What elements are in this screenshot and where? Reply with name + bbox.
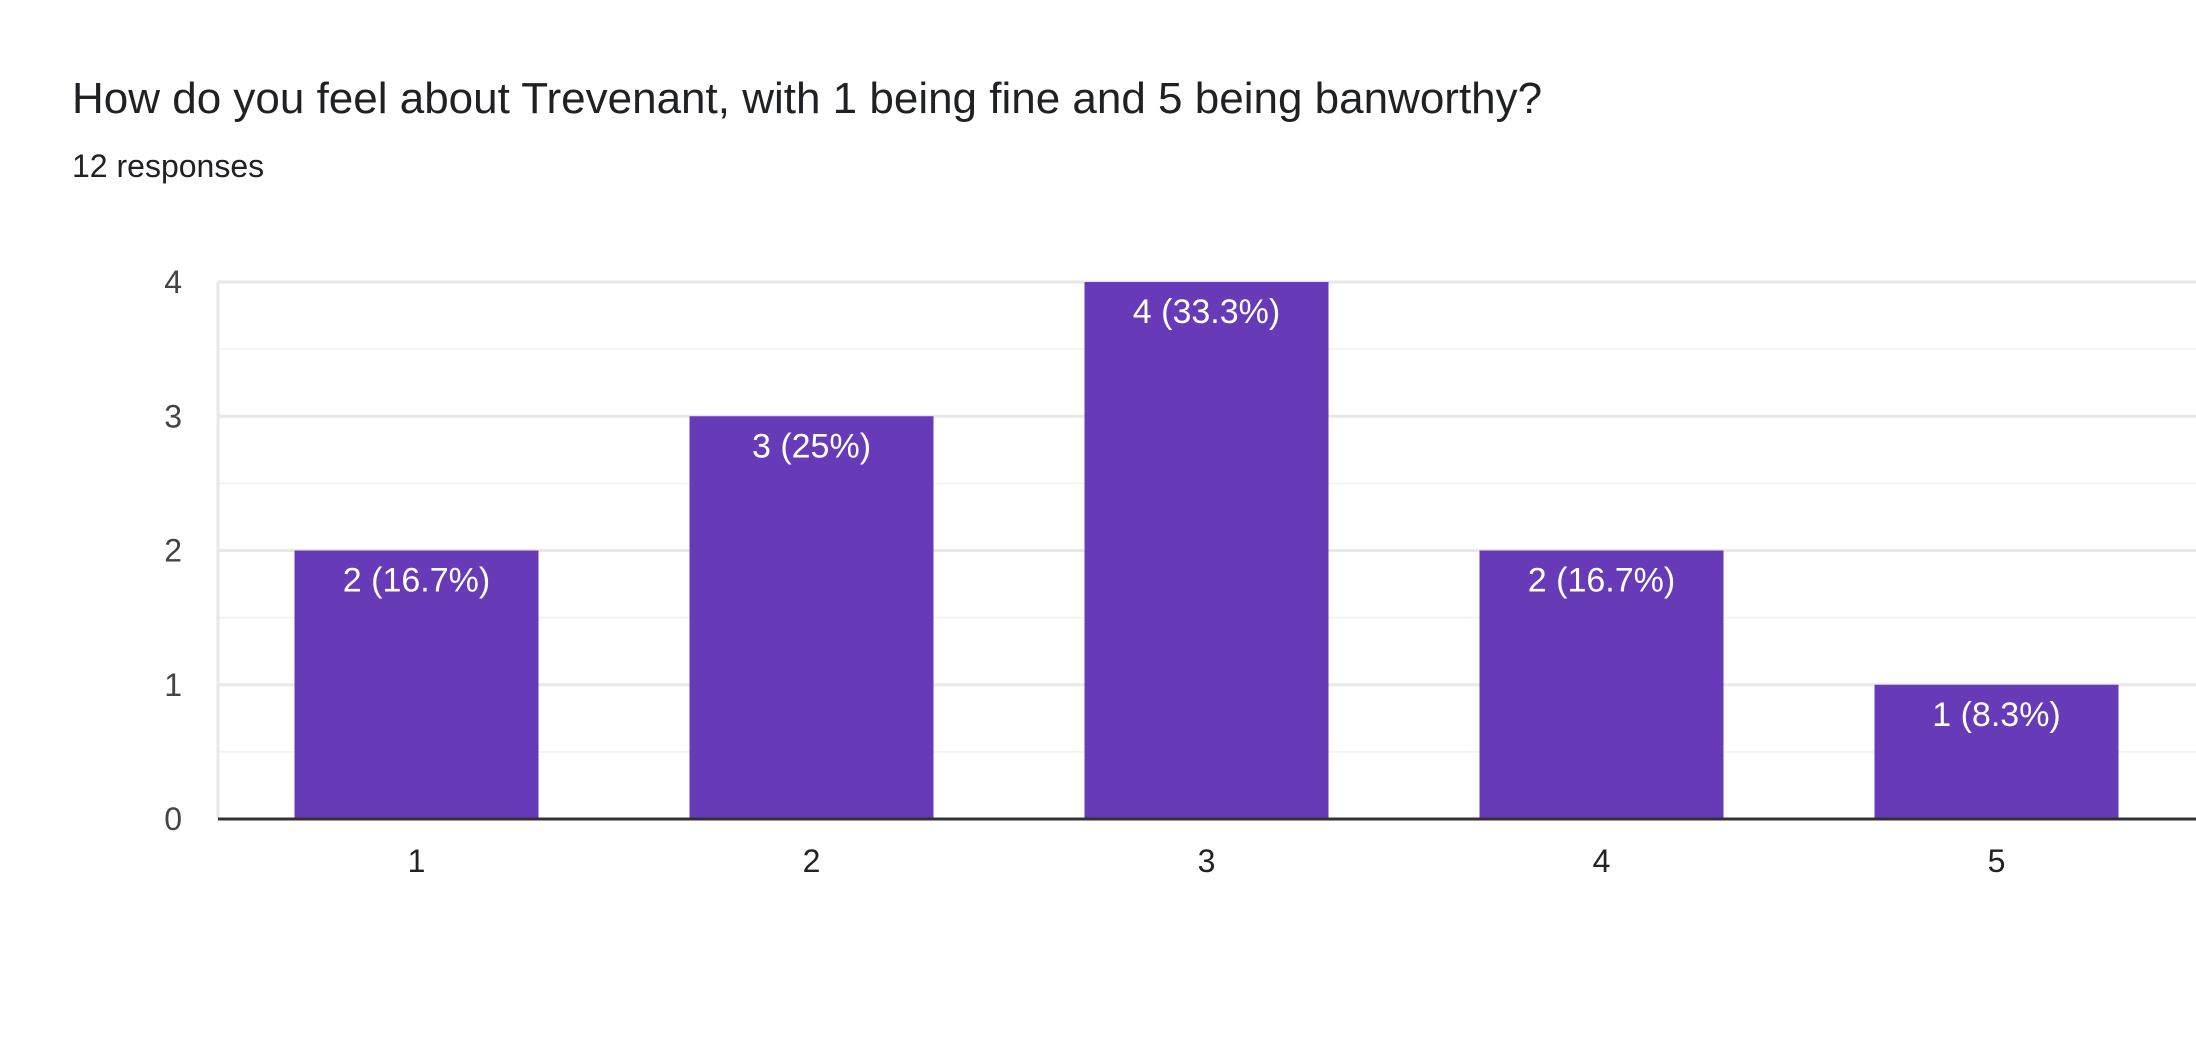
x-tick-label: 4 (1593, 843, 1611, 879)
x-tick-label: 3 (1198, 843, 1216, 879)
bars (294, 282, 2119, 819)
bar-data-label: 4 (33.3%) (1133, 293, 1280, 331)
y-tick-label: 2 (164, 533, 182, 569)
bar-2 (689, 416, 934, 819)
bar-5 (1874, 684, 2119, 819)
bar-1 (294, 550, 539, 819)
bar-data-label: 2 (16.7%) (1528, 562, 1675, 600)
bar-3 (1084, 282, 1329, 819)
bar-data-label: 2 (16.7%) (343, 562, 490, 600)
question-title: How do you feel about Trevenant, with 1 … (72, 74, 1543, 123)
bar-4 (1479, 550, 1724, 819)
x-tick-label: 2 (803, 843, 821, 879)
y-tick-label: 3 (164, 398, 182, 434)
y-tick-label: 1 (164, 667, 182, 703)
labels: 0 1 2 3 4 2 (16.7%) 1 3 (25%) 2 4 (33.3%) 3 2 (16.7… (164, 264, 2061, 879)
bar-data-label: 3 (25%) (752, 427, 871, 465)
y-tick-label: 4 (164, 264, 182, 300)
x-tick-label: 1 (408, 843, 426, 879)
response-count: 12 responses (72, 148, 265, 184)
x-tick-label: 5 (1988, 843, 2006, 879)
y-tick-label: 0 (164, 801, 182, 837)
bar-data-label: 1 (8.3%) (1932, 696, 2061, 734)
